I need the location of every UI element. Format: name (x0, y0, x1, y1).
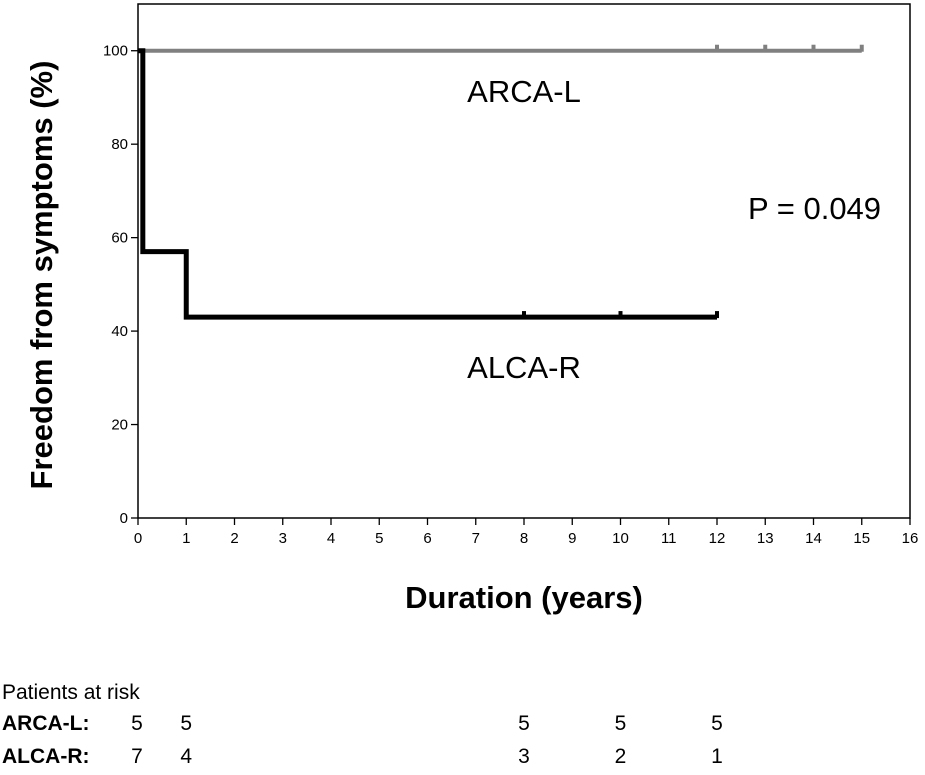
x-tick-label: 1 (182, 530, 190, 547)
risk-table-title: Patients at risk (2, 681, 140, 704)
risk-value: 2 (614, 745, 627, 768)
risk-value: 5 (711, 712, 723, 735)
y-tick-label: 80 (111, 136, 128, 153)
annotation-label: ARCA-L (467, 74, 581, 109)
x-tick-label: 2 (230, 530, 238, 547)
y-tick-label: 0 (120, 510, 128, 527)
y-tick-label: 100 (103, 43, 128, 60)
x-tick-label: 6 (423, 530, 431, 547)
x-tick-label: 8 (520, 530, 528, 547)
x-tick-label: 9 (568, 530, 576, 547)
risk-row-label: ARCA-L: (2, 712, 90, 735)
risk-row-label: ALCA-R: (2, 745, 90, 768)
risk-value: 7 (131, 745, 143, 768)
x-tick-label: 15 (853, 530, 870, 547)
x-tick-label: 10 (612, 530, 629, 547)
x-tick-label: 7 (472, 530, 480, 547)
annotation-label: ALCA-R (467, 350, 581, 385)
x-tick-label: 11 (661, 530, 677, 547)
x-axis-title: Duration (years) (405, 580, 643, 615)
annotations: ARCA-L ALCA-R P = 0.049 (467, 74, 881, 385)
x-tick-label: 5 (375, 530, 383, 547)
risk-value: 5 (518, 712, 530, 735)
x-tick-label: 12 (709, 530, 726, 547)
risk-value: 4 (180, 745, 193, 768)
y-tick-label: 20 (111, 417, 128, 434)
x-tick-label: 0 (134, 530, 142, 547)
series-line-alca-r (138, 48, 717, 320)
x-tick-label: 13 (757, 530, 774, 547)
risk-value: 5 (180, 712, 193, 735)
risk-value: 1 (711, 745, 723, 768)
y-tick-label: 40 (111, 323, 128, 340)
series-group (138, 44, 864, 320)
x-tick-label: 4 (327, 530, 335, 547)
annotation-label: P = 0.049 (748, 191, 881, 226)
x-axis-ticks: 0 1 2 3 4 5 6 7 8 9 10 11 12 13 14 15 16 (134, 518, 919, 547)
risk-value: 5 (614, 712, 627, 735)
y-tick-label: 60 (111, 230, 128, 247)
y-axis-title: Freedom from symptoms (%) (24, 61, 59, 490)
x-tick-label: 3 (279, 530, 287, 547)
x-tick-label: 16 (902, 530, 919, 547)
y-axis-ticks: 0 20 40 60 80 100 (103, 43, 138, 527)
risk-value: 3 (518, 745, 530, 768)
x-tick-label: 14 (805, 530, 822, 547)
risk-value: 5 (131, 712, 143, 735)
